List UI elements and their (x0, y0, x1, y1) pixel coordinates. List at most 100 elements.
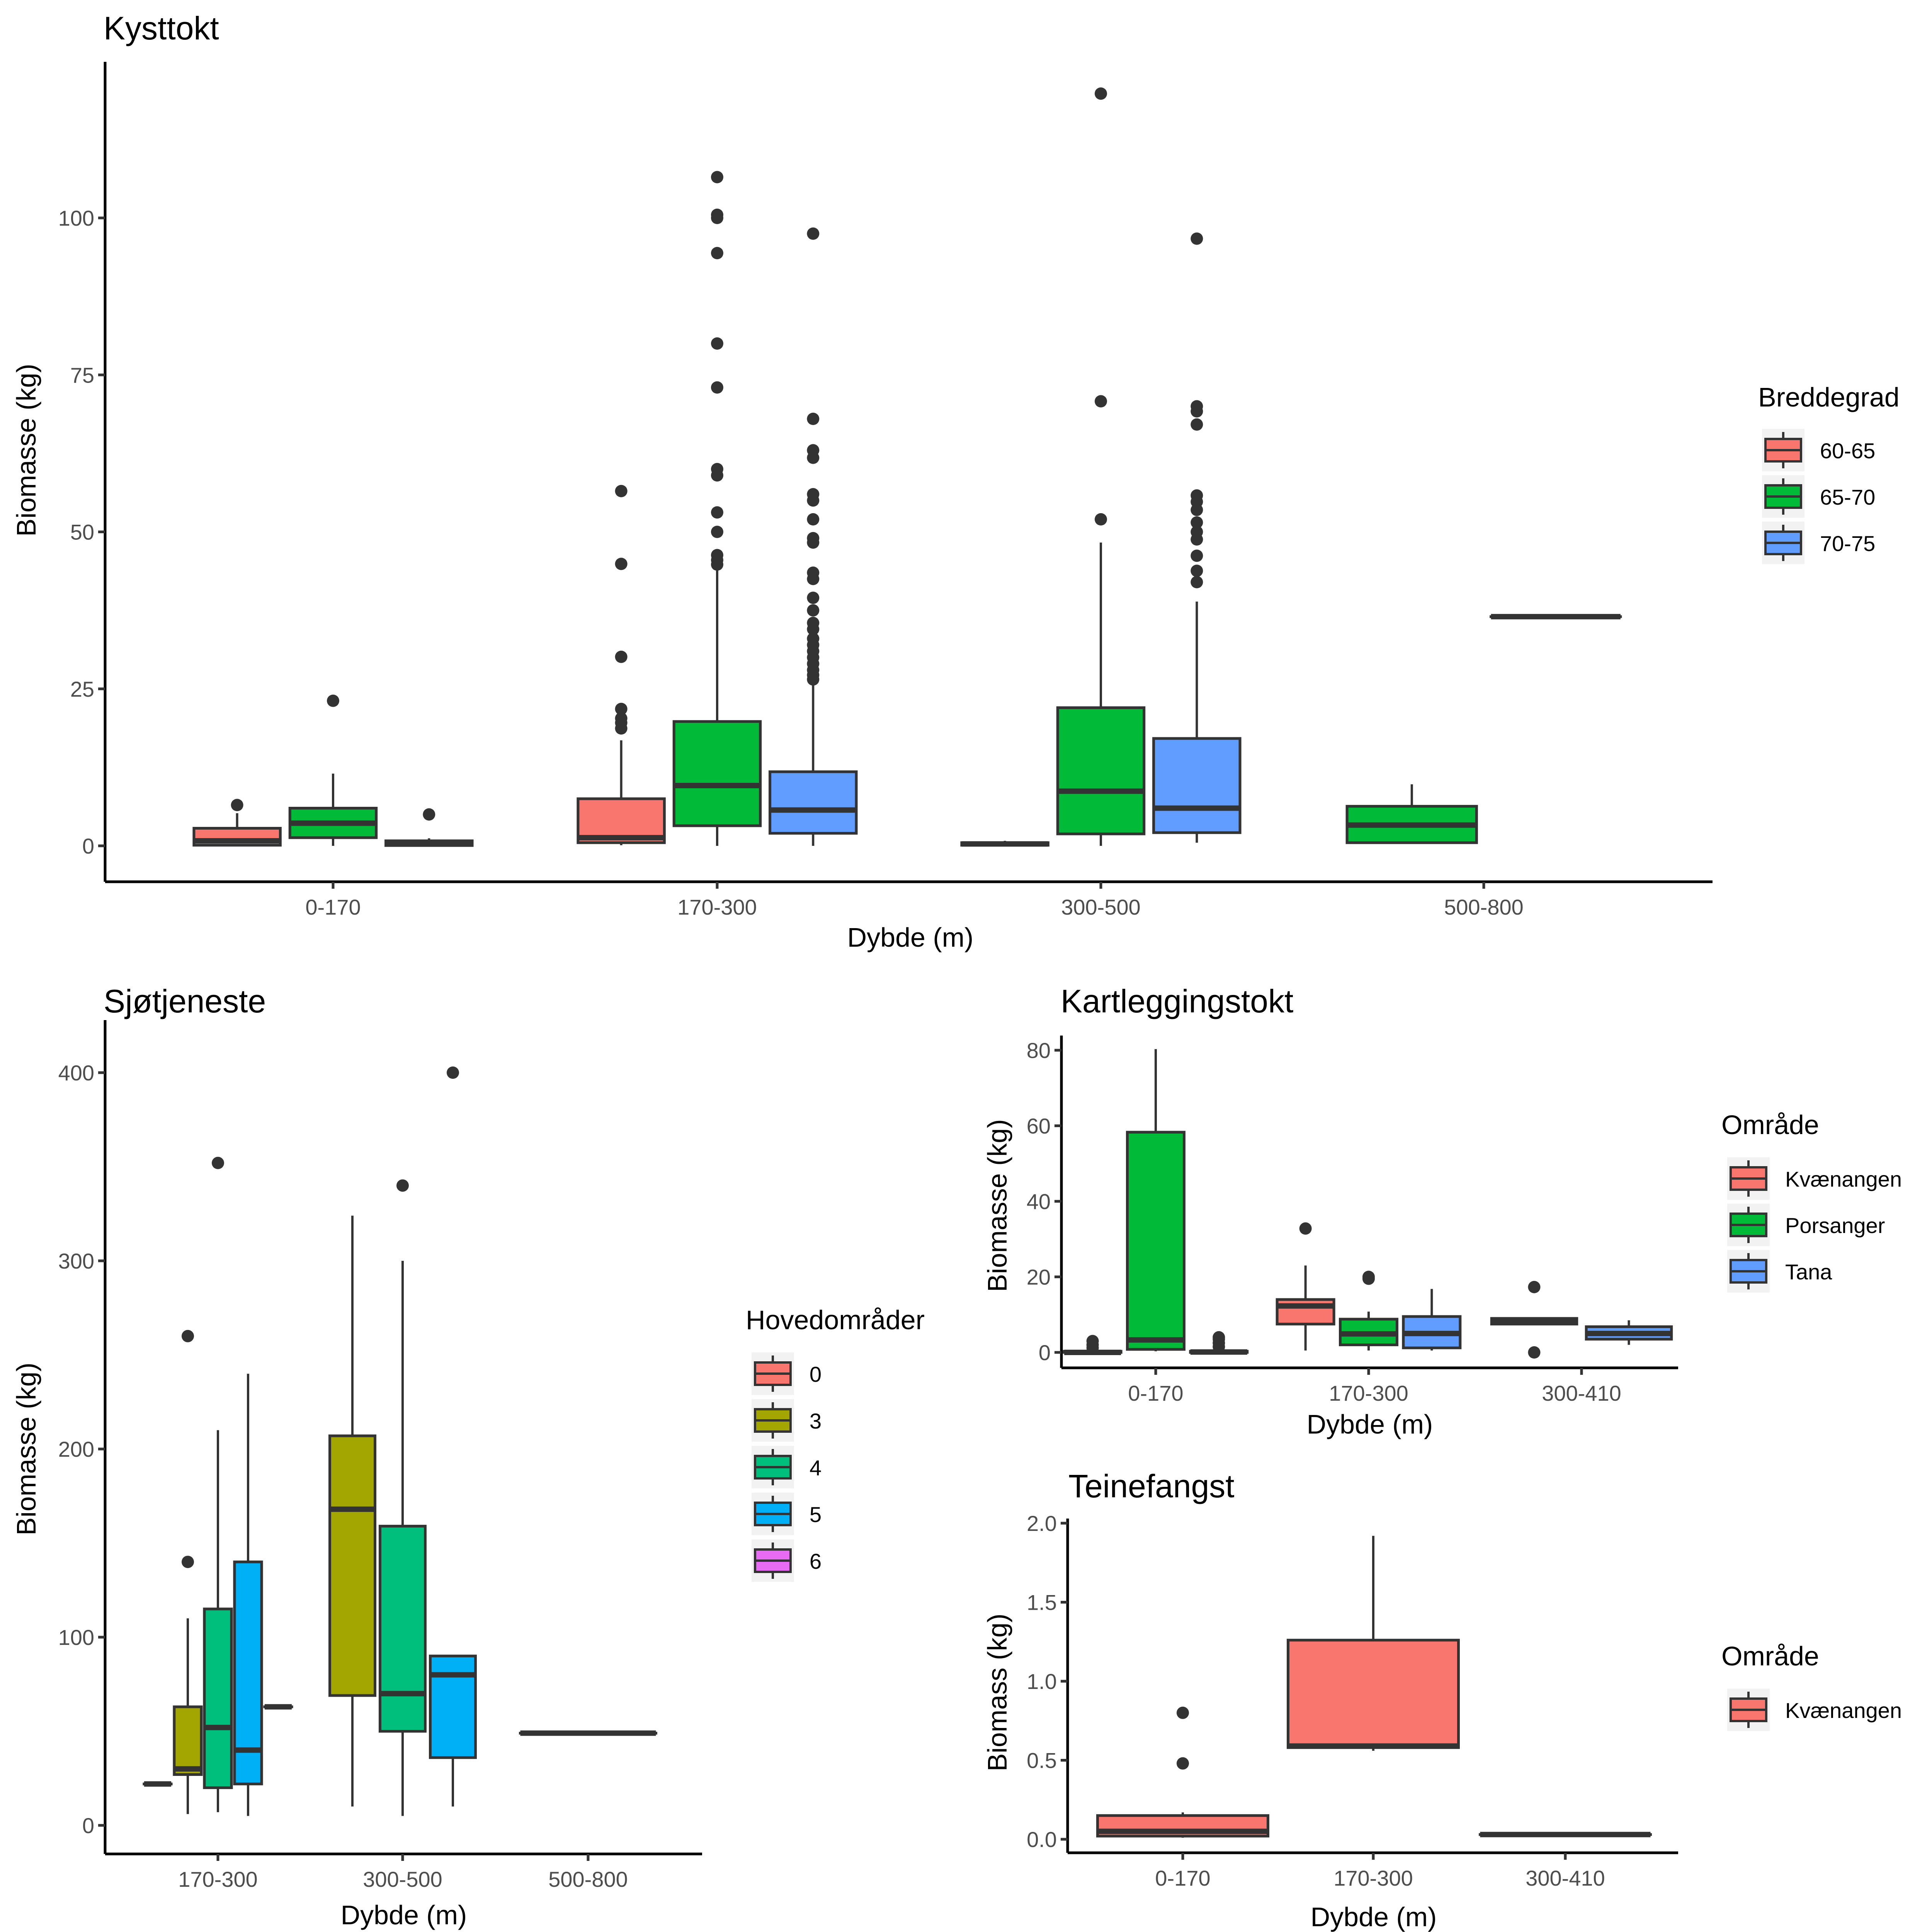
box-300-410-Kvænangen (1490, 1281, 1578, 1359)
outlier-point (327, 694, 339, 707)
y-tick-label: 1.0 (1027, 1669, 1057, 1694)
legend-item-3: 3 (752, 1399, 821, 1442)
box-170-300-65-70 (672, 171, 762, 846)
box-170-300-Kvænangen (1287, 1536, 1460, 1751)
legend: Kvænangen (1727, 1689, 1902, 1731)
outlier-point (1190, 400, 1203, 413)
legend: Kvænangen Porsanger Tana (1727, 1157, 1902, 1293)
box-iqr (379, 1525, 427, 1733)
legend: 0 3 4 5 6 (752, 1352, 821, 1582)
y-tick-label: 0 (82, 1813, 94, 1838)
outlier-point (807, 513, 820, 526)
x-tick-label: 0-170 (1155, 1866, 1210, 1890)
x-axis-label: Dybde (m) (1307, 1409, 1433, 1439)
y-tick-label: 1.5 (1027, 1590, 1057, 1615)
outlier-point (711, 463, 723, 475)
panel-title: Kysttokt (104, 10, 219, 46)
x-tick-label: 170-300 (1329, 1381, 1408, 1405)
box-0-170-65-70 (288, 694, 378, 846)
box-300-500-3 (328, 1216, 376, 1807)
y-tick-label: 50 (70, 520, 94, 544)
x-tick-label: 170-300 (1333, 1866, 1413, 1890)
box-iqr (672, 720, 762, 827)
y-tick-label: 60 (1027, 1114, 1051, 1138)
legend-item-65-70: 65-70 (1762, 475, 1875, 518)
y-axis-label: Biomass (kg) (982, 1614, 1012, 1771)
y-tick-label: 2.0 (1027, 1511, 1057, 1536)
plot-area: 0 100 200 300 400 170-300 300-500 500-800 (58, 1020, 702, 1891)
box-iqr (328, 1434, 376, 1697)
panel-sjotjeneste: Sjøtjeneste Dybde (m) Biomasse (kg) Hove… (11, 983, 925, 1930)
x-tick-label: 300-500 (1061, 895, 1141, 919)
y-tick-label: 100 (58, 206, 94, 230)
outlier-point (1190, 549, 1203, 562)
x-tick-label: 500-800 (548, 1867, 628, 1891)
box-iqr (1287, 1639, 1460, 1749)
outlier-point (807, 632, 820, 645)
outlier-point (615, 485, 628, 497)
outlier-point (615, 650, 628, 663)
box-170-300-60-65 (577, 485, 666, 845)
outlier-point (1190, 516, 1203, 529)
outlier-point (1095, 513, 1107, 526)
legend-item-70-75: 70-75 (1762, 522, 1875, 564)
outlier-point (1528, 1281, 1541, 1293)
box-iqr (769, 770, 858, 835)
outlier-point (615, 712, 628, 725)
x-tick-label: 170-300 (677, 895, 757, 919)
panel-kysttokt: Kysttokt Dybde (m) Biomasse (kg) Breddeg… (11, 10, 1900, 952)
legend-label: 6 (810, 1549, 821, 1573)
box-300-500-60-65 (960, 841, 1049, 847)
x-tick-label: 0-170 (305, 895, 361, 919)
box-0-170-Kvænangen (1063, 1335, 1122, 1355)
y-axis-label: Biomasse (kg) (11, 364, 41, 536)
outlier-point (231, 799, 243, 811)
outlier-point (1528, 1346, 1541, 1359)
legend-title: Område (1721, 1110, 1819, 1140)
x-axis-label: Dybde (m) (341, 1900, 467, 1930)
legend-item-Kvænangen: Kvænangen (1727, 1689, 1902, 1731)
outlier-point (1299, 1222, 1312, 1235)
box-300-500-5 (429, 1066, 477, 1807)
box-170-300-70-75 (769, 227, 858, 846)
box-iqr (173, 1705, 203, 1776)
outlier-point (1177, 1706, 1189, 1719)
x-axis-label: Dybde (m) (847, 922, 974, 952)
panel-teinefangst: Teinefangst Dybde (m) Biomass (kg) Områd… (982, 1468, 1902, 1932)
y-axis-label: Biomasse (kg) (11, 1362, 41, 1535)
outlier-point (807, 532, 820, 544)
outlier-point (615, 702, 628, 715)
outlier-point (423, 808, 435, 821)
box-iqr (1276, 1298, 1335, 1326)
outlier-point (807, 488, 820, 500)
y-tick-label: 25 (70, 677, 94, 701)
box-170-300-Porsanger (1339, 1270, 1398, 1351)
outlier-point (1190, 526, 1203, 538)
legend-item-0: 0 (752, 1352, 821, 1395)
panel-title: Sjøtjeneste (104, 983, 266, 1019)
outlier-point (182, 1556, 194, 1568)
outlier-point (1095, 87, 1107, 100)
box-0-170-Kvænangen (1096, 1706, 1269, 1838)
outlier-point (182, 1330, 194, 1342)
y-tick-label: 100 (58, 1625, 94, 1650)
outlier-point (1095, 395, 1107, 408)
legend-label: 3 (810, 1409, 821, 1433)
box-iqr (203, 1607, 233, 1789)
legend-title: Hovedområder (746, 1305, 925, 1335)
y-tick-label: 80 (1027, 1038, 1051, 1063)
legend-label: 0 (810, 1362, 821, 1386)
outlier-point (1213, 1331, 1225, 1344)
outlier-point (711, 506, 723, 519)
outlier-point (807, 413, 820, 425)
legend-item-Porsanger: Porsanger (1727, 1204, 1885, 1246)
box-170-300-Tana (1402, 1289, 1462, 1351)
box-0-170-Porsanger (1126, 1049, 1185, 1352)
box-500-800-65-70 (1345, 784, 1478, 844)
plot-area: 0 25 50 75 100 0-170 170-300 300-500 500-800 (58, 62, 1713, 919)
y-axis-label: Biomasse (kg) (982, 1119, 1012, 1292)
outlier-point (396, 1179, 409, 1192)
box-iqr (233, 1560, 263, 1786)
box-300-410-Tana (1585, 1320, 1673, 1345)
x-tick-label: 500-800 (1444, 895, 1524, 919)
